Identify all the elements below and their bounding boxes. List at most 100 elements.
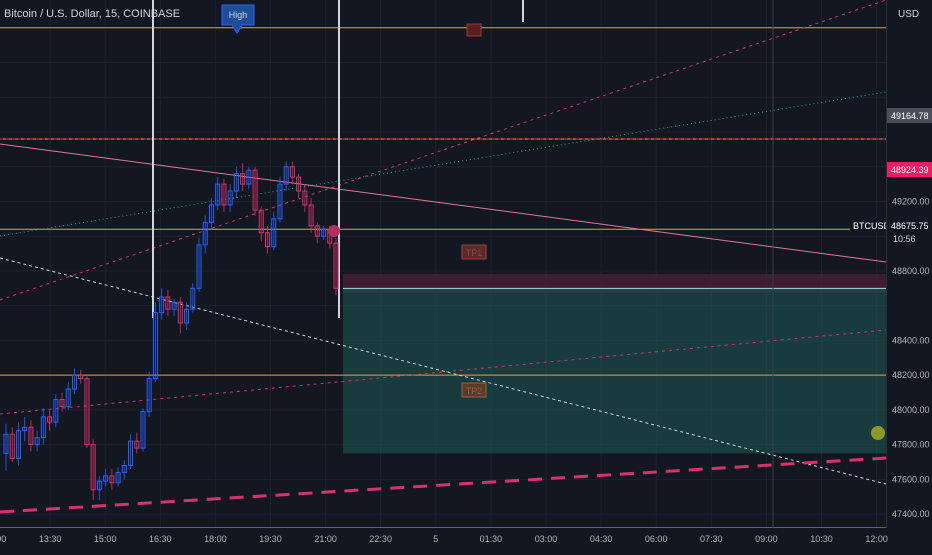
candle-body xyxy=(177,301,183,324)
candle xyxy=(3,423,9,471)
y-tick-label: 48200.00 xyxy=(892,370,930,380)
candle xyxy=(321,225,327,240)
tp1-label: TP1 xyxy=(466,248,483,258)
candle xyxy=(271,211,277,251)
candle-body xyxy=(134,440,140,449)
symbol-tag xyxy=(850,218,886,232)
x-tick-label: 07:30 xyxy=(700,534,723,544)
candle-body xyxy=(84,378,90,446)
candle xyxy=(152,302,158,383)
candle-body xyxy=(121,464,127,473)
candle-body xyxy=(277,183,283,220)
x-tick-label: 21:00 xyxy=(314,534,337,544)
candle xyxy=(15,422,21,466)
candle xyxy=(115,467,121,487)
candle xyxy=(140,408,146,452)
symbol-tag-text: BTCUSD xyxy=(853,221,891,231)
y-tick-label: 47800.00 xyxy=(892,440,930,450)
trendline-thick xyxy=(0,456,887,514)
currency-label[interactable]: USD xyxy=(898,9,920,20)
tp2-box xyxy=(461,382,487,398)
x-tick-label: 15:00 xyxy=(94,534,117,544)
candle xyxy=(22,416,28,442)
candle-body xyxy=(184,308,190,324)
y-tick-label: 48000.00 xyxy=(892,405,930,415)
candle xyxy=(128,434,134,469)
x-tick-label: 22:30 xyxy=(369,534,392,544)
high-label-badge xyxy=(221,4,255,34)
trendline-teal xyxy=(0,91,887,237)
candle-body xyxy=(22,426,28,432)
trendline-descending xyxy=(0,143,887,263)
candle xyxy=(177,297,183,334)
candle-body xyxy=(71,374,77,390)
candle xyxy=(221,178,227,212)
price-tag-last-text: 48675.75 xyxy=(891,221,929,231)
candle-body xyxy=(28,426,34,446)
candle-body xyxy=(215,183,221,206)
candle xyxy=(208,198,214,230)
candle-body xyxy=(140,411,146,449)
candle xyxy=(333,237,339,296)
candle xyxy=(265,225,271,254)
y-tick-label: 48400.00 xyxy=(892,335,930,345)
candle xyxy=(109,468,115,490)
candle xyxy=(78,369,84,384)
candle-body xyxy=(233,173,239,192)
candle xyxy=(84,375,90,449)
candle xyxy=(283,161,289,192)
price-tag-upper xyxy=(887,108,932,123)
candle-body xyxy=(34,437,40,446)
candle-body xyxy=(65,388,71,407)
price-tag-red-text: 48924.39 xyxy=(891,165,929,175)
sell-signal-dot xyxy=(328,225,340,237)
candle xyxy=(233,166,239,198)
x-tick-label: 13:30 xyxy=(39,534,62,544)
x-tick-label: 03:00 xyxy=(535,534,558,544)
price-tag-upper-text: 49164.78 xyxy=(891,111,929,121)
x-tick-label: 16:30 xyxy=(149,534,172,544)
candle-body xyxy=(252,169,258,211)
candle-body xyxy=(208,204,214,223)
candle xyxy=(215,177,221,211)
candle xyxy=(202,215,208,254)
candle-body xyxy=(9,433,15,460)
candle xyxy=(159,288,165,320)
symbol-title: Bitcoin / U.S. Dollar, 15, COINBASE xyxy=(4,8,181,20)
candle-body xyxy=(240,173,246,185)
candle-body xyxy=(165,296,171,310)
candle-body xyxy=(152,312,158,380)
candle xyxy=(103,468,109,487)
countdown-text: 10:56 xyxy=(893,234,916,244)
tp2-label: TP2 xyxy=(466,386,483,396)
candle-body xyxy=(115,471,121,484)
candle xyxy=(184,302,190,330)
candle-body xyxy=(265,232,271,248)
candle xyxy=(308,198,314,233)
candle-body xyxy=(103,475,109,482)
x-tick-label: 10:30 xyxy=(810,534,833,544)
candle-body xyxy=(53,398,59,423)
candle xyxy=(47,409,53,431)
candle xyxy=(71,368,77,395)
candle-body xyxy=(109,475,115,484)
x-tick-label: 01:30 xyxy=(480,534,503,544)
x-tick-label: 12:00 xyxy=(865,534,888,544)
x-tick-label: 06:00 xyxy=(645,534,668,544)
candle-body xyxy=(246,169,252,185)
price-tag-red xyxy=(887,162,932,177)
y-tick-label: 49200.00 xyxy=(892,196,930,206)
y-tick-label: 47600.00 xyxy=(892,474,930,484)
candle-body xyxy=(321,228,327,237)
price-tag-last xyxy=(887,217,932,249)
x-tick-label: 09:00 xyxy=(755,534,778,544)
candle-body xyxy=(90,444,96,491)
y-tick-label: 47400.00 xyxy=(892,509,930,519)
stop-zone xyxy=(343,273,886,293)
candle-body xyxy=(196,244,202,289)
candle-body xyxy=(302,190,308,206)
candle xyxy=(53,394,59,428)
candle-body xyxy=(159,296,165,314)
